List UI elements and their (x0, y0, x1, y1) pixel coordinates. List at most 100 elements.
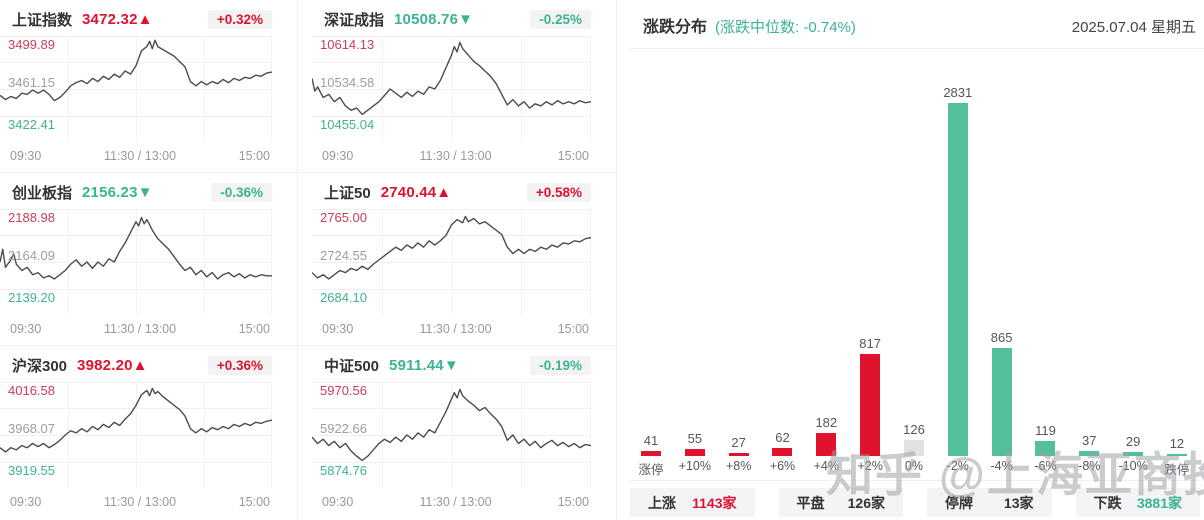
price-high-label: 2188.98 (8, 210, 55, 225)
bar-category-label: -8% (1078, 459, 1101, 473)
bar-category-label: -10% (1118, 459, 1148, 473)
summary-flat-box: 平盘 126家 (778, 488, 903, 517)
time-axis: 09:30 11:30 / 13:00 15:00 (312, 322, 591, 336)
price-mid-label: 5922.66 (320, 421, 367, 436)
bar-rect (1123, 452, 1144, 456)
bar-rect (684, 449, 705, 456)
gridline (381, 382, 383, 488)
price-low-label: 2139.20 (8, 290, 55, 305)
time-axis-close: 15:00 (238, 149, 270, 163)
index-value: 2156.23▼ (82, 184, 153, 201)
price-high-label: 4016.58 (8, 383, 55, 398)
index-name: 创业板指 (12, 185, 73, 202)
summary-up-box: 上涨 1143家 (630, 488, 755, 517)
index-panel-2[interactable]: 深证成指 10508.76▼ -0.25% 10614.13 10534.58 … (298, 0, 617, 173)
gridline (204, 36, 205, 142)
price-mid-label: 10534.58 (320, 75, 375, 90)
intraday-line-chart (312, 209, 591, 315)
gridline (204, 209, 205, 315)
bar-rect (903, 440, 924, 456)
bar-category-label: 涨停 (638, 463, 664, 477)
summary-down-box: 下跌 3881家 (1075, 488, 1200, 517)
distribution-bar--2%: 2831 (937, 60, 979, 456)
gridline (271, 382, 272, 488)
index-panel-3[interactable]: 创业板指 2156.23▼ -0.36% 2188.98 2164.09 213… (0, 173, 298, 346)
gridline (136, 209, 137, 315)
intraday-plot: 5970.56 5922.66 5874.76 (312, 382, 591, 488)
bar-rect (1166, 454, 1187, 456)
time-axis: 09:30 11:30 / 13:00 15:00 (312, 495, 591, 509)
bar-category-label: +4% (813, 459, 839, 473)
time-axis-open: 09:30 (322, 149, 354, 163)
index-name: 沪深300 (12, 358, 68, 375)
bar-rect (860, 354, 881, 456)
time-axis-midday: 11:30 / 13:00 (419, 495, 492, 509)
distribution-median: (涨跌中位数: -0.74%) (715, 19, 856, 36)
summary-label: 停牌 (945, 494, 973, 511)
intraday-line-chart (312, 36, 591, 142)
index-panel-header: 沪深300 3982.20▲ +0.36% (0, 353, 272, 378)
intraday-plot: 2188.98 2164.09 2139.20 (0, 209, 272, 315)
time-axis-close: 15:00 (557, 322, 589, 336)
bar-value-label: 27 (731, 434, 746, 450)
summary-value: 1143家 (692, 494, 737, 511)
price-mid-label: 2164.09 (8, 248, 55, 263)
time-axis-open: 09:30 (10, 149, 42, 163)
bar-rect (947, 103, 968, 456)
gridline (381, 209, 383, 315)
distribution-bars: 41 55 27 62 182 817 126 2831 865 119 37 29 12 (630, 60, 1198, 456)
summary-halted-box: 停牌 13家 (927, 488, 1052, 517)
bar-rect (641, 450, 661, 456)
intraday-line-chart (0, 209, 272, 315)
bar-rect (816, 433, 837, 456)
gridline (451, 382, 453, 488)
index-name: 上证50 (324, 185, 371, 202)
distribution-panel: 涨跌分布 (涨跌中位数: -0.74%) 2025.07.04 星期五 41 55… (617, 0, 1204, 520)
bar-category-label: +8% (725, 459, 752, 473)
time-axis-close: 15:00 (557, 149, 589, 163)
price-low-label: 5874.76 (320, 463, 367, 478)
gridline (521, 209, 523, 315)
index-panel-6[interactable]: 中证500 5911.44▼ -0.19% 5970.56 5922.66 58… (298, 346, 617, 520)
gridline (271, 209, 272, 315)
gridline (68, 209, 69, 315)
bar-category-label: -4% (990, 459, 1013, 473)
gridline (136, 382, 137, 488)
index-panel-header: 上证指数 3472.32▲ +0.32% (0, 7, 272, 32)
index-panel-4[interactable]: 上证50 2740.44▲ +0.58% 2765.00 2724.55 268… (298, 173, 617, 346)
distribution-bar-+8%: 27 (718, 60, 760, 456)
intraday-line-chart (0, 36, 272, 142)
intraday-plot: 3499.89 3461.15 3422.41 (0, 36, 272, 142)
time-axis-open: 09:30 (10, 322, 42, 336)
index-panel-5[interactable]: 沪深300 3982.20▲ +0.36% 4016.58 3968.07 39… (0, 346, 298, 520)
price-low-label: 2684.10 (320, 290, 367, 305)
price-high-label: 10614.13 (320, 37, 375, 52)
bar-category-label: -2% (946, 459, 969, 473)
index-value: 3982.20▲ (77, 357, 148, 374)
distribution-bar-跌停: 12 (1156, 60, 1198, 456)
index-panel-header: 上证50 2740.44▲ +0.58% (312, 180, 591, 205)
distribution-bar--4%: 865 (981, 60, 1023, 456)
price-high-label: 3499.89 (8, 37, 55, 52)
gridline (521, 382, 523, 488)
bar-category-label: +10% (678, 459, 711, 473)
distribution-bar-+6%: 62 (761, 60, 803, 456)
bar-value-label: 12 (1169, 436, 1185, 451)
distribution-bar--6%: 119 (1024, 60, 1066, 456)
time-axis-close: 15:00 (557, 495, 589, 509)
index-name: 深证成指 (324, 12, 385, 29)
index-change-badge: -0.25% (530, 10, 591, 29)
price-low-label: 3422.41 (8, 117, 55, 132)
bar-value-label: 119 (1035, 423, 1056, 439)
index-panel-1[interactable]: 上证指数 3472.32▲ +0.32% 3499.89 3461.15 342… (0, 0, 298, 173)
gridline (590, 382, 591, 488)
time-axis-open: 09:30 (322, 495, 354, 509)
bar-value-label: 62 (775, 430, 790, 446)
index-value: 10508.76▼ (394, 11, 474, 28)
bar-category-label: +2% (857, 459, 883, 473)
distribution-bar-+4%: 182 (805, 60, 847, 456)
price-mid-label: 2724.55 (320, 248, 367, 263)
time-axis-close: 15:00 (238, 322, 270, 336)
bar-value-label: 55 (687, 431, 703, 447)
